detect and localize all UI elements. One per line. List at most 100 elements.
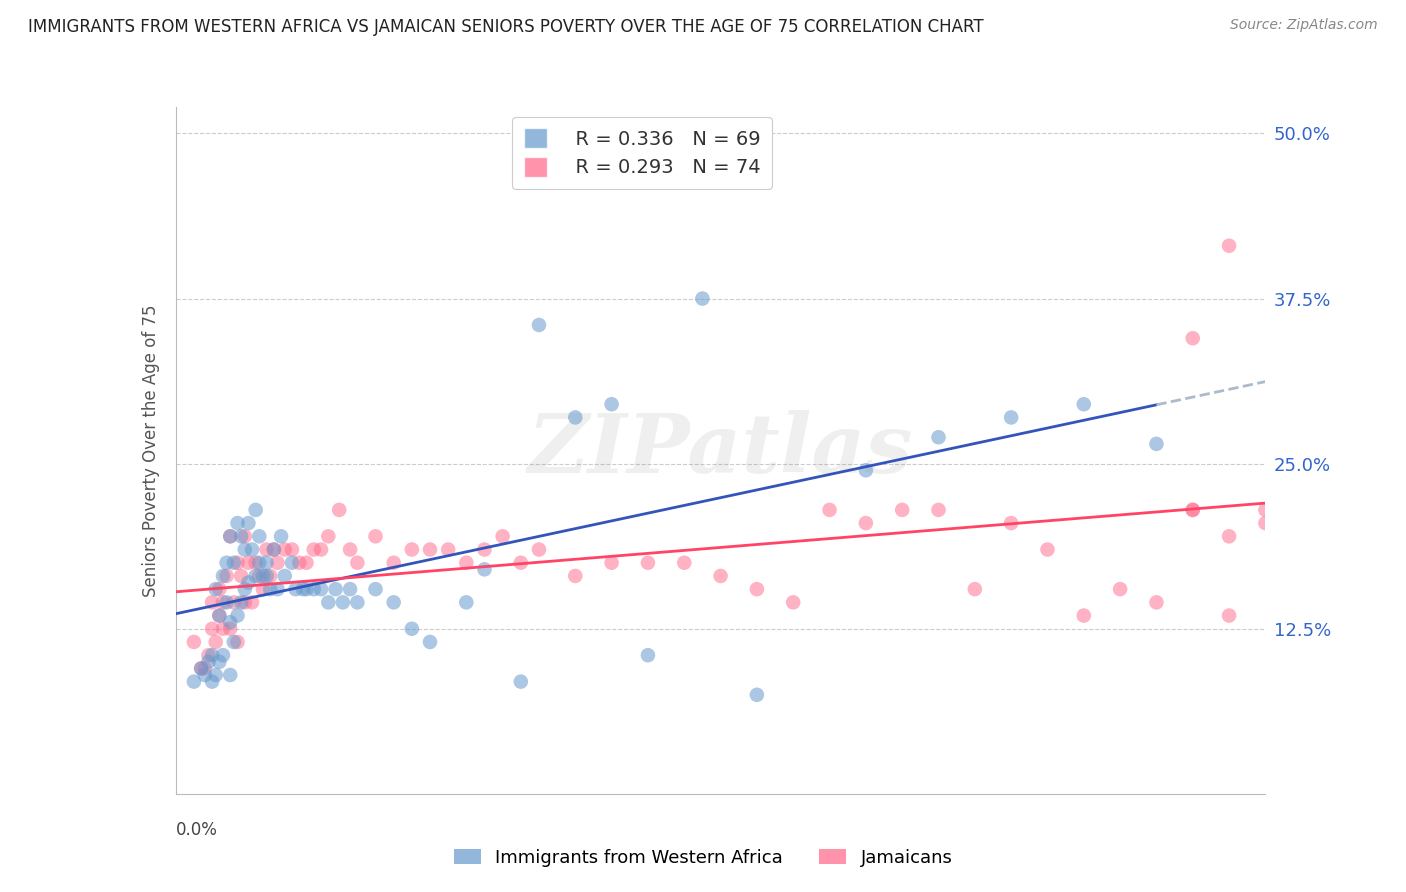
Point: [527, 542, 550, 557]
Point: [855, 463, 877, 477]
Point: [270, 529, 292, 543]
Point: [419, 635, 441, 649]
Point: [266, 582, 288, 596]
Point: [247, 569, 270, 583]
Point: [1146, 437, 1168, 451]
Point: [474, 562, 496, 576]
Point: [245, 503, 267, 517]
Point: [891, 503, 914, 517]
Point: [1146, 595, 1168, 609]
Point: [281, 556, 304, 570]
Point: [339, 582, 361, 596]
Point: [309, 582, 332, 596]
Point: [245, 556, 267, 570]
Point: [238, 556, 260, 570]
Point: [963, 582, 986, 596]
Point: [928, 430, 950, 444]
Point: [204, 668, 226, 682]
Point: [401, 542, 423, 557]
Point: [318, 595, 340, 609]
Point: [419, 542, 441, 557]
Point: [1254, 503, 1277, 517]
Point: [928, 503, 950, 517]
Point: [208, 655, 231, 669]
Point: [1073, 608, 1095, 623]
Point: [339, 542, 361, 557]
Y-axis label: Seniors Poverty Over the Age of 75: Seniors Poverty Over the Age of 75: [142, 304, 160, 597]
Point: [240, 542, 263, 557]
Point: [1218, 529, 1240, 543]
Point: [328, 503, 350, 517]
Point: [190, 661, 212, 675]
Text: 69: 69: [731, 128, 756, 146]
Point: [281, 542, 304, 557]
Point: [194, 661, 217, 675]
Text: ZIPatlas: ZIPatlas: [527, 410, 914, 491]
Point: [600, 397, 623, 411]
Point: [219, 529, 242, 543]
Text: IMMIGRANTS FROM WESTERN AFRICA VS JAMAICAN SENIORS POVERTY OVER THE AGE OF 75 CO: IMMIGRANTS FROM WESTERN AFRICA VS JAMAIC…: [28, 18, 984, 36]
Point: [295, 582, 318, 596]
Point: [219, 529, 242, 543]
Point: [295, 556, 318, 570]
Point: [509, 674, 531, 689]
Point: [208, 582, 231, 596]
Point: [1181, 503, 1204, 517]
Text: N =: N =: [688, 160, 744, 178]
Point: [527, 318, 550, 332]
Point: [1036, 542, 1059, 557]
Point: [1218, 608, 1240, 623]
Point: [238, 516, 260, 530]
Point: [325, 582, 347, 596]
Point: [1000, 410, 1022, 425]
Point: [492, 529, 515, 543]
Point: [291, 582, 314, 596]
Point: [219, 622, 242, 636]
Point: [509, 556, 531, 570]
Point: [212, 622, 235, 636]
Point: [274, 542, 297, 557]
Point: [212, 569, 235, 583]
Point: [263, 542, 285, 557]
Point: [1109, 582, 1132, 596]
Point: [222, 556, 245, 570]
Point: [222, 595, 245, 609]
Point: [201, 622, 224, 636]
Text: R =: R =: [598, 160, 641, 178]
Point: [201, 648, 224, 663]
Point: [564, 410, 586, 425]
Text: 0.0%: 0.0%: [176, 822, 218, 839]
Point: [197, 655, 219, 669]
Point: [219, 668, 242, 682]
Point: [204, 635, 226, 649]
Point: [456, 556, 478, 570]
Point: [637, 648, 659, 663]
Point: [245, 569, 267, 583]
Point: [231, 529, 253, 543]
Point: [226, 556, 249, 570]
Point: [222, 635, 245, 649]
Text: R =: R =: [598, 128, 641, 146]
Text: 74: 74: [731, 160, 756, 178]
Point: [1218, 238, 1240, 252]
Point: [238, 575, 260, 590]
Point: [564, 569, 586, 583]
Point: [226, 635, 249, 649]
Point: [637, 556, 659, 570]
Point: [240, 595, 263, 609]
Point: [284, 582, 307, 596]
Point: [1254, 516, 1277, 530]
Point: [302, 542, 325, 557]
Point: [190, 661, 212, 675]
Point: [302, 582, 325, 596]
Point: [266, 556, 288, 570]
Point: [201, 674, 224, 689]
Point: [256, 542, 278, 557]
Point: [247, 556, 270, 570]
Point: [215, 595, 238, 609]
Point: [692, 292, 714, 306]
Point: [233, 582, 256, 596]
Point: [600, 556, 623, 570]
Point: [233, 529, 256, 543]
Point: [437, 542, 460, 557]
